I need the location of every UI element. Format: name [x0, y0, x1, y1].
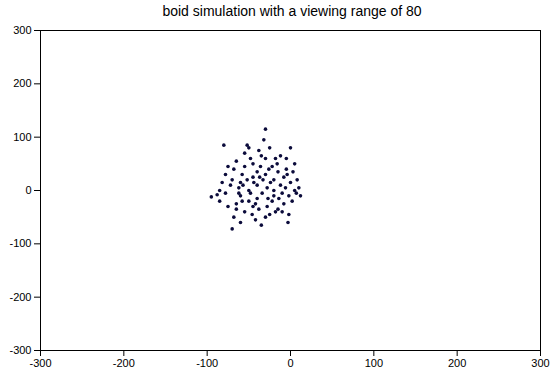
- svg-text:-300: -300: [29, 357, 51, 369]
- svg-text:-100: -100: [196, 357, 218, 369]
- svg-text:100: 100: [365, 357, 383, 369]
- svg-text:300: 300: [531, 357, 549, 369]
- svg-text:-100: -100: [9, 237, 31, 249]
- svg-text:-200: -200: [9, 291, 31, 303]
- svg-text:200: 200: [448, 357, 466, 369]
- svg-text:300: 300: [13, 24, 31, 36]
- html-text:boid simulation with a viewing: boid simulation with a viewing range of …: [162, 3, 422, 19]
- svg-text:-300: -300: [9, 344, 31, 356]
- svg-text:200: 200: [13, 77, 31, 89]
- svg-text:0: 0: [287, 357, 293, 369]
- svg-text:0: 0: [25, 184, 31, 196]
- svg-text:100: 100: [13, 131, 31, 143]
- svg-text:-200: -200: [113, 357, 135, 369]
